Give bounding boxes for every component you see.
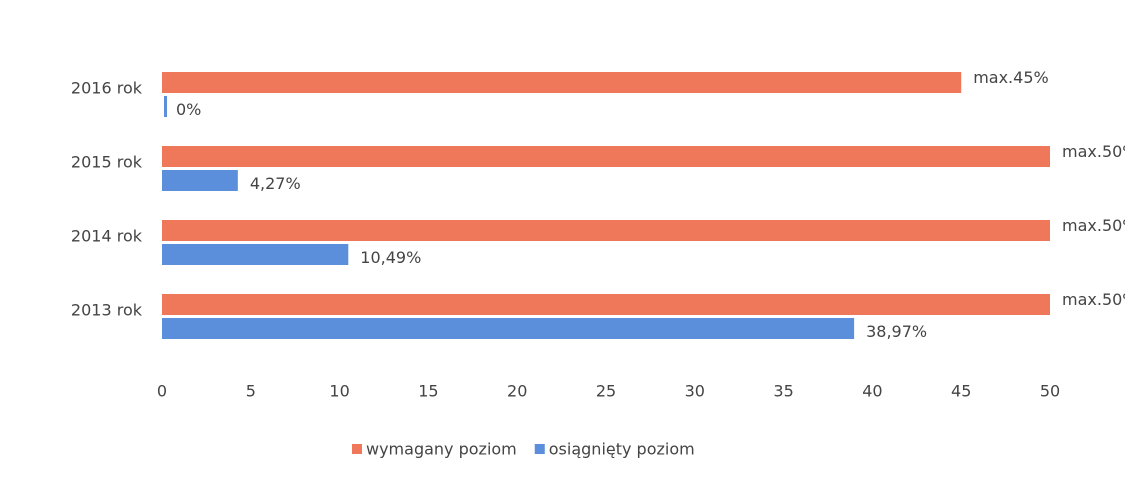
legend-swatch <box>534 444 545 454</box>
x-tick-label: 45 <box>951 382 971 401</box>
y-tick-label: 2014 rok <box>71 227 143 246</box>
x-tick-label: 5 <box>246 382 256 401</box>
data-label: 38,97% <box>866 322 927 341</box>
data-label: 10,49% <box>360 248 421 267</box>
data-label: 0% <box>176 100 201 119</box>
x-tick-label: 50 <box>1040 382 1060 401</box>
x-tick-label: 30 <box>685 382 705 401</box>
bar <box>162 318 855 339</box>
x-tick-label: 40 <box>862 382 882 401</box>
x-tick-label: 35 <box>773 382 793 401</box>
bar <box>162 170 238 191</box>
bar <box>162 220 1050 241</box>
y-tick-label: 2013 rok <box>71 301 143 320</box>
data-label: max.50% <box>1062 216 1125 235</box>
y-tick-label: 2016 rok <box>71 79 143 98</box>
data-label: 4,27% <box>250 174 301 193</box>
bar <box>162 244 349 265</box>
bar <box>164 96 167 117</box>
data-label: max.50% <box>1062 290 1125 309</box>
x-tick-label: 0 <box>157 382 167 401</box>
x-tick-label: 25 <box>596 382 616 401</box>
bar <box>162 294 1050 315</box>
data-label: max.50% <box>1062 142 1125 161</box>
data-label: max.45% <box>973 68 1049 87</box>
bar <box>162 72 962 93</box>
x-tick-label: 10 <box>329 382 349 401</box>
x-tick-label: 15 <box>418 382 438 401</box>
x-tick-label: 20 <box>507 382 527 401</box>
legend-label: wymagany poziom <box>366 440 517 459</box>
bar <box>162 146 1050 167</box>
y-tick-label: 2015 rok <box>71 153 143 172</box>
legend-swatch <box>352 444 362 454</box>
legend-label: osiągnięty poziom <box>549 440 695 459</box>
